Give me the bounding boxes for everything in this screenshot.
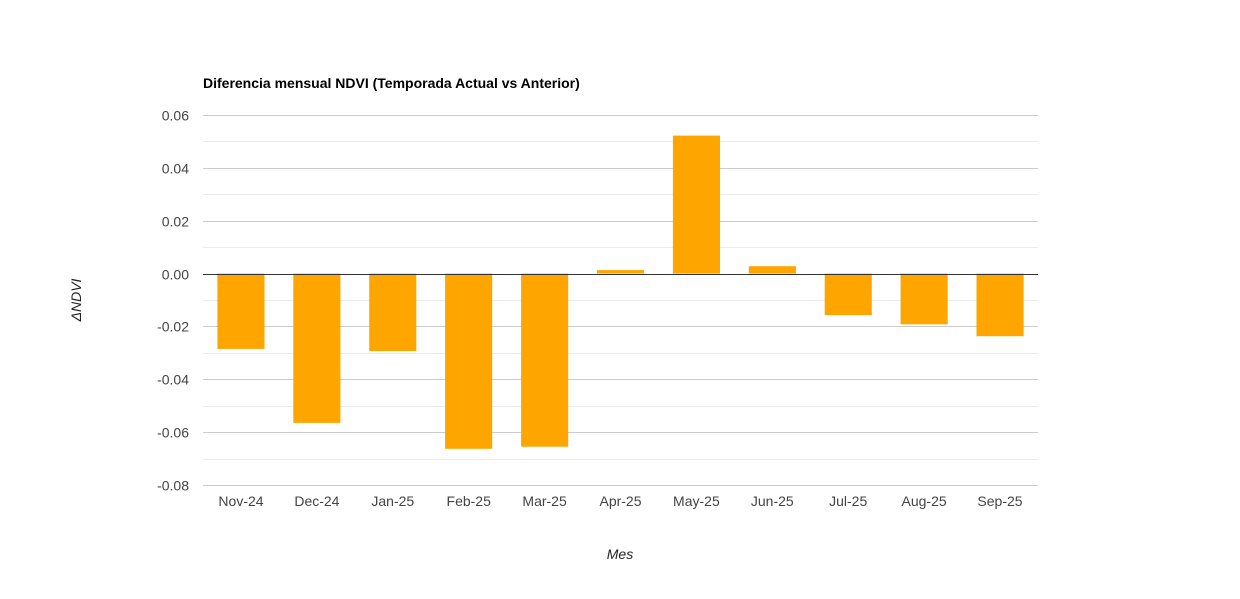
bar-may-25 xyxy=(672,135,720,274)
x-tick-label: Dec-24 xyxy=(294,493,339,509)
y-tick-label: 0.00 xyxy=(162,267,189,283)
x-tick-label: Nov-24 xyxy=(218,493,263,509)
bar-aug-25 xyxy=(900,273,948,325)
bar-feb-25 xyxy=(445,273,493,449)
bar-nov-24 xyxy=(217,273,265,349)
x-tick-label: Jun-25 xyxy=(751,493,794,509)
x-tick-label: Apr-25 xyxy=(599,493,641,509)
y-tick-label: -0.08 xyxy=(157,478,189,494)
y-tick-label: 0.06 xyxy=(162,108,189,124)
x-tick-label: Feb-25 xyxy=(447,493,492,509)
bar-jan-25 xyxy=(369,273,417,351)
bar-jun-25 xyxy=(748,266,796,274)
bar-jul-25 xyxy=(824,273,872,316)
y-tick-label: -0.06 xyxy=(157,425,189,441)
y-tick-label: 0.04 xyxy=(162,161,189,177)
x-axis-label: Mes xyxy=(607,546,633,562)
chart-title: Diferencia mensual NDVI (Temporada Actua… xyxy=(203,75,580,91)
y-tick-label: 0.02 xyxy=(162,214,189,230)
bar-mar-25 xyxy=(521,273,569,447)
y-tick-label: -0.02 xyxy=(157,319,189,335)
y-tick-label: -0.04 xyxy=(157,372,189,388)
y-axis-label: ΔNDVI xyxy=(68,278,84,322)
bar-apr-25 xyxy=(597,270,645,274)
x-axis-ticks: Nov-24 Dec-24 Jan-25 Feb-25 Mar-25 Apr-25 May-… xyxy=(218,493,1022,509)
bar-dec-24 xyxy=(293,273,341,423)
x-tick-label: May-25 xyxy=(673,493,720,509)
x-tick-label: Jan-25 xyxy=(371,493,414,509)
x-tick-label: Jul-25 xyxy=(829,493,867,509)
y-axis-ticks: 0.06 0.04 0.02 0.00 -0.02 -0.04 -0.06 -0.08 xyxy=(157,108,189,494)
x-tick-label: Sep-25 xyxy=(977,493,1022,509)
x-tick-label: Mar-25 xyxy=(522,493,567,509)
bars xyxy=(203,135,1038,449)
x-tick-label: Aug-25 xyxy=(902,493,947,509)
bar-sep-25 xyxy=(976,273,1024,337)
